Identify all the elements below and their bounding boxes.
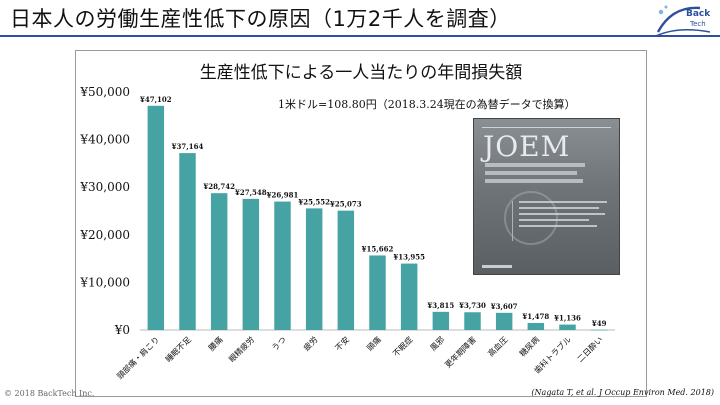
journal-cover-image: JOEM: [473, 118, 620, 275]
x-tick-label: 高血圧: [486, 334, 510, 358]
data-label: ¥3,607: [491, 302, 518, 311]
chart-title: 生産性低下による一人当たりの年間損失額: [199, 63, 523, 83]
data-label: ¥49: [592, 319, 607, 328]
x-tick-label: 腰痛: [206, 334, 224, 352]
data-label: ¥13,955: [393, 253, 425, 262]
bar: [400, 263, 418, 330]
source-citation: (Nagata T, et al. J Occup Environ Med. 2…: [531, 388, 714, 397]
x-tick-label: 二日酔い: [575, 334, 605, 364]
bar: [527, 322, 545, 330]
data-label: ¥28,742: [203, 182, 235, 191]
exchange-rate-note: 1米ドル=108.80円（2018.3.24現在の為替データで換算）: [278, 98, 576, 111]
x-tick-label: 不安: [333, 334, 351, 352]
bar: [464, 312, 481, 330]
slide-title: 日本人の労働生産性低下の原因（1万2千人を調査）: [10, 7, 511, 31]
data-label: ¥37,164: [172, 142, 204, 151]
y-tick-label: ¥10,000: [79, 275, 130, 289]
bar: [369, 255, 386, 330]
x-tick-label: 睡眠不足: [164, 335, 193, 364]
title-rule: [0, 35, 720, 37]
data-label: ¥1,478: [522, 312, 549, 321]
x-tick-label: 疲労: [301, 334, 319, 352]
journal-cover-title: JOEM: [483, 130, 571, 163]
bar: [495, 312, 513, 330]
bar: [559, 324, 576, 330]
x-tick-label: 風邪: [429, 335, 447, 353]
bar: [337, 210, 355, 330]
bar: [179, 153, 196, 330]
svg-text:Tech: Tech: [689, 20, 706, 28]
data-label: ¥3,730: [459, 301, 486, 310]
data-label: ¥25,073: [330, 200, 362, 209]
copyright-text: © 2018 BackTech Inc.: [4, 389, 95, 398]
data-label: ¥3,815: [427, 301, 454, 310]
data-label: ¥27,548: [235, 188, 267, 197]
x-tick-label: 糖尿病: [517, 334, 541, 358]
x-tick-label: 頸部痛・肩こり: [115, 334, 162, 381]
bar: [210, 193, 228, 330]
data-label: ¥26,981: [267, 191, 299, 200]
x-tick-label: うつ: [270, 335, 288, 353]
svg-text:Back: Back: [686, 9, 711, 19]
bar: [274, 201, 291, 330]
bar: [242, 198, 260, 330]
bar: [147, 105, 165, 330]
y-tick-label: ¥20,000: [79, 228, 130, 242]
data-label: ¥1,136: [554, 314, 581, 323]
y-tick-label: ¥30,000: [79, 180, 130, 194]
backtech-logo: Back Tech: [655, 5, 711, 37]
bar: [590, 329, 608, 331]
y-tick-label: ¥40,000: [79, 133, 130, 147]
x-tick-label: 不眠症: [391, 334, 415, 358]
data-label: ¥25,552: [298, 197, 330, 206]
data-label: ¥47,102: [140, 95, 172, 104]
y-tick-label: ¥50,000: [79, 85, 130, 99]
x-tick-label: 更年期障害: [443, 334, 478, 369]
bar: [432, 311, 450, 330]
data-label: ¥15,662: [362, 244, 394, 253]
y-tick-label: ¥0: [114, 323, 130, 337]
x-tick-label: 眼精疲労: [227, 334, 257, 364]
x-tick-label: 頭痛: [365, 334, 383, 352]
bar: [305, 208, 323, 330]
